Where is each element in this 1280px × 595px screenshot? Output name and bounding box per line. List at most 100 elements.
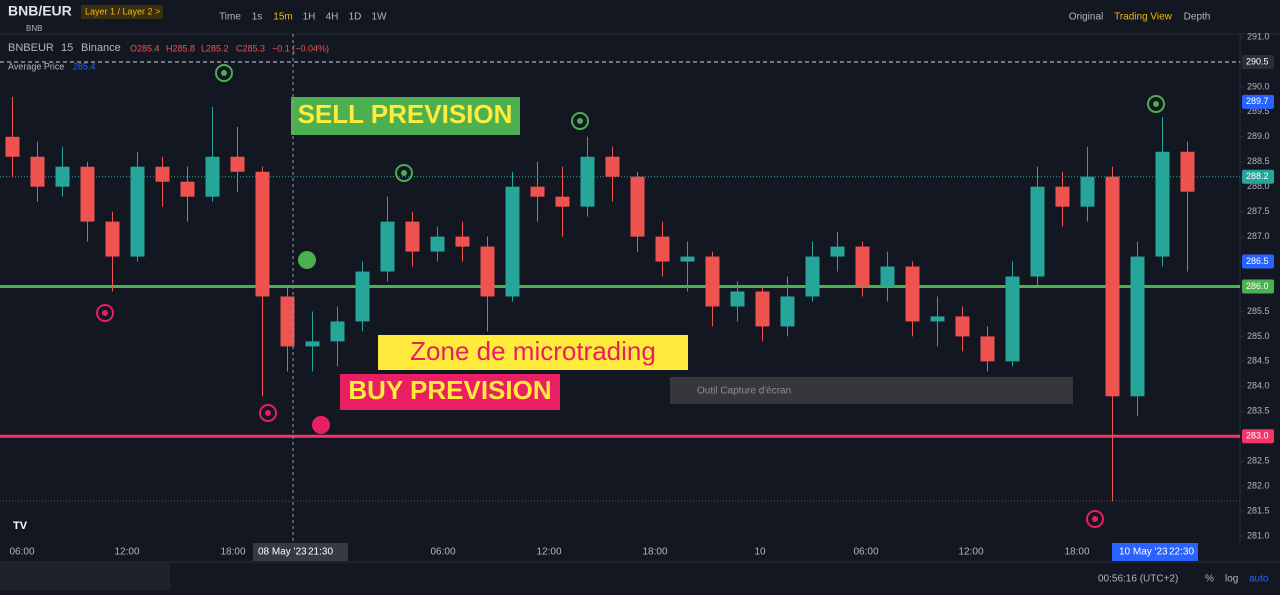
y-tick-label: 290.0 (1247, 81, 1270, 91)
signal-marker-core (401, 170, 407, 176)
legend-high: H285.8 (166, 43, 195, 53)
view-tab[interactable]: Depth (1184, 12, 1211, 23)
timeframe[interactable]: Time (219, 12, 241, 23)
timeframe[interactable]: 15m (273, 12, 292, 23)
x-tick-label: 06:00 (853, 547, 878, 558)
candle-body (805, 256, 820, 297)
zone-label: Zone de microtrading (410, 336, 656, 366)
signal-marker-core (102, 310, 108, 316)
x-tick-label: 12:00 (958, 547, 983, 558)
timeframe[interactable]: 1W (372, 12, 388, 23)
candle-body (380, 221, 395, 272)
candle-body (205, 156, 220, 197)
price-badge (1242, 169, 1274, 184)
candle-body (880, 266, 895, 287)
candle-body (605, 156, 620, 177)
signal-marker (215, 64, 233, 82)
tv-logo-mark: TV (13, 520, 28, 532)
candle-body (905, 266, 920, 322)
candle-body (1055, 186, 1070, 207)
candle-body (455, 236, 470, 247)
candle-body (80, 166, 95, 222)
candle-body (655, 236, 670, 262)
signal-marker (96, 304, 114, 322)
candle-body (530, 186, 545, 197)
auto-toggle[interactable]: auto (1249, 574, 1269, 585)
candle-body (680, 256, 695, 262)
cursor-time: 21:30 (308, 547, 333, 558)
x-tick-label: 18:00 (1064, 547, 1089, 558)
candle-body (980, 336, 995, 362)
log-toggle[interactable]: log (1225, 574, 1238, 585)
y-tick-label: 287.5 (1247, 206, 1270, 216)
legend-symbol: BNBEUR (8, 42, 54, 54)
buy-label: BUY PREVISION (348, 375, 551, 405)
candle-body (155, 166, 170, 182)
legend-open: O285.4 (130, 43, 160, 53)
layer-label[interactable]: Layer 1 / Layer 2 > (85, 6, 160, 16)
candle-body (1155, 151, 1170, 257)
tv-logo (8, 516, 32, 536)
candle-body (1005, 276, 1020, 362)
timeframe[interactable]: 4H (326, 12, 339, 23)
candle-body (330, 321, 345, 342)
candle-body (705, 256, 720, 307)
candle-body (255, 171, 270, 297)
candle-body (830, 246, 845, 257)
signal-marker (1086, 510, 1104, 528)
y-tick-label: 288.5 (1247, 156, 1270, 166)
last-time: 22:30 (1169, 547, 1194, 558)
view-tab[interactable]: Original (1069, 12, 1103, 23)
signal-marker (259, 404, 277, 422)
base-asset: BNB (26, 24, 42, 33)
signal-marker-core (265, 410, 271, 416)
candle-body (630, 176, 645, 237)
buy-arrow (298, 251, 316, 269)
screenshot-tool-label: Outil Capture d'écran (697, 386, 791, 397)
drawing-toolbar (0, 562, 170, 590)
time-axis (0, 542, 1240, 562)
candle-body (855, 246, 870, 287)
candle-body (580, 156, 595, 207)
price-badge-label: 290.5 (1246, 56, 1269, 66)
timeframe[interactable]: 1H (303, 12, 316, 23)
candle-body (55, 166, 70, 187)
percent-toggle[interactable]: % (1205, 574, 1214, 585)
candle-body (5, 136, 20, 157)
y-tick-label: 288.0 (1247, 181, 1270, 191)
candle-body (130, 166, 145, 257)
legend-interval: 15 (61, 42, 73, 54)
y-tick-label: 287.0 (1247, 231, 1270, 241)
y-tick-label: 284.5 (1247, 356, 1270, 366)
zone-box (378, 335, 688, 370)
cursor-badge (253, 543, 348, 561)
last-date: 10 May '23 (1119, 547, 1168, 558)
cursor-date: 08 May '23 (258, 547, 307, 558)
price-badge-label: 289.7 (1246, 96, 1269, 106)
candle-body (180, 181, 195, 197)
candle-body (780, 296, 795, 327)
y-tick-label: 283.5 (1247, 406, 1270, 416)
price-badge-label: 286.5 (1246, 256, 1269, 266)
sell-arrow (312, 416, 330, 434)
candle-body (480, 246, 495, 297)
timeframe[interactable]: 1s (252, 12, 263, 23)
y-tick-label: 289.0 (1247, 131, 1270, 141)
clock: 00:56:16 (UTC+2) (1098, 574, 1178, 585)
layer-badge[interactable] (81, 5, 163, 19)
view-tab[interactable]: Trading View (1114, 12, 1173, 23)
buy-box (340, 374, 560, 410)
y-tick-label: 282.5 (1247, 456, 1270, 466)
symbol[interactable]: BNB/EUR (8, 3, 72, 19)
timeframe[interactable]: 1D (349, 12, 362, 23)
signal-marker-core (577, 118, 583, 124)
candle-body (30, 156, 45, 187)
avg-label: Average Price (8, 61, 64, 71)
x-tick-label: 12:00 (536, 547, 561, 558)
signal-marker (571, 112, 589, 130)
price-badge (1242, 429, 1274, 444)
candle-body (755, 291, 770, 327)
plot (0, 61, 1240, 502)
